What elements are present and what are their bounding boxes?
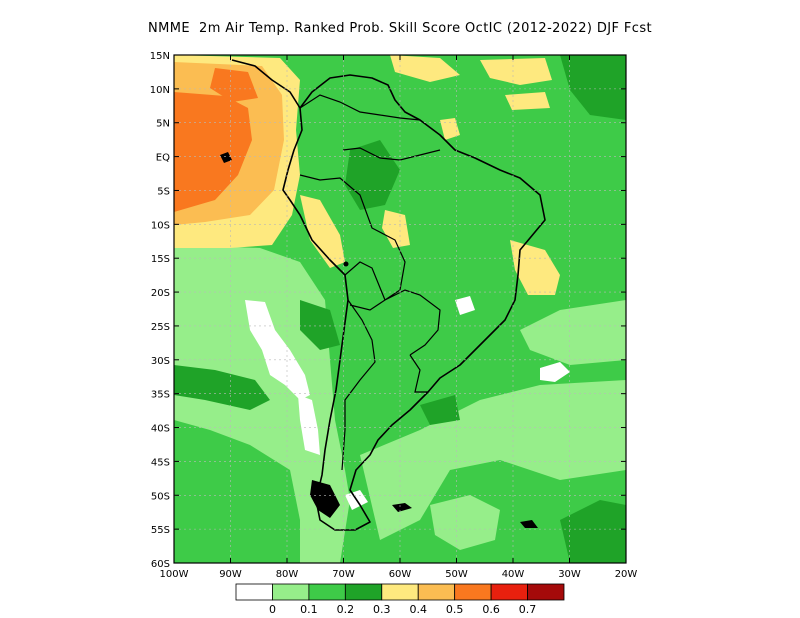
colorbar-swatch: [417, 583, 456, 601]
dark-green-region-3: [345, 140, 400, 210]
falkland-islands: [392, 503, 412, 512]
white-region-chile-south: [298, 395, 320, 455]
lat-tick-label: 55S: [151, 525, 170, 536]
colorbar-label: 0.4: [409, 603, 427, 616]
lon-tick-label: 80W: [276, 569, 299, 580]
colorbar-swatch: [490, 583, 528, 601]
lat-tick-label: 15S: [151, 254, 170, 265]
colorbar-swatch: [308, 583, 346, 601]
colorbar-swatch: [527, 583, 565, 601]
lat-tick-label: 15N: [150, 51, 170, 62]
tierra-del-fuego: [310, 480, 340, 518]
shaded-field: [174, 55, 626, 563]
dark-green-region-1: [174, 365, 270, 410]
colorbar-label: 0.5: [446, 603, 464, 616]
dark-green-region-6: [300, 300, 340, 350]
yellow-region-peru: [300, 195, 345, 268]
yellow-region-north: [390, 55, 460, 82]
country-borders: [299, 94, 441, 471]
south-georgia: [520, 520, 538, 528]
longitude-axis: 100W 90W 80W 70W 60W 50W 40W 30W 20W: [160, 55, 638, 580]
galapagos-islands: [220, 152, 232, 163]
colorbar-label: 0.6: [482, 603, 500, 616]
lat-tick-label: 35S: [151, 390, 170, 401]
colorbar: 0 0.1 0.2 0.3 0.4 0.5 0.6 0.7: [235, 583, 565, 616]
dark-green-region-4: [420, 395, 460, 425]
gridlines: [174, 55, 626, 563]
colorbar-label: 0.3: [373, 603, 391, 616]
lat-tick-label: 60S: [151, 559, 170, 570]
light-green-region-sw2: [174, 420, 300, 563]
colorbar-swatch: [272, 583, 310, 601]
white-region-atlantic: [540, 362, 570, 382]
colorbar-swatch: [344, 583, 383, 601]
lat-tick-label: 20S: [151, 288, 170, 299]
dark-orange-region-2: [210, 68, 258, 102]
light-green-region-e: [520, 300, 626, 365]
latitude-axis: 15N 10N 5N EQ 5S 10S 15S 20S 25S 30S 35S 40S 45S 50S 5…: [150, 51, 626, 570]
lat-tick-label: 30S: [151, 356, 170, 367]
lat-tick-label: 10N: [150, 85, 170, 96]
lon-tick-label: 100W: [160, 569, 189, 580]
lat-tick-label: 50S: [151, 491, 170, 502]
dark-orange-region-pacific: [174, 92, 252, 212]
yellow-region-ne-brazil: [510, 240, 560, 295]
colorbar-label: 0.2: [337, 603, 355, 616]
lon-tick-label: 60W: [389, 569, 412, 580]
colorbar-label: 0.7: [519, 603, 537, 616]
white-region-pacific: [245, 300, 310, 400]
dark-green-region-5: [560, 500, 626, 563]
south-america-outline: [231, 59, 546, 531]
white-region-brazil: [455, 296, 475, 315]
lake-titicaca: [343, 261, 349, 267]
lat-tick-label: 45S: [151, 457, 170, 468]
lon-tick-label: 70W: [332, 569, 355, 580]
yellow-region-guianas: [440, 118, 460, 140]
colorbar-label: 0.1: [300, 603, 318, 616]
colorbar-label: 0: [269, 603, 276, 616]
lat-tick-label: 5S: [157, 186, 170, 197]
lon-tick-label: 20W: [615, 569, 638, 580]
dark-green-region-2: [560, 55, 626, 120]
yellow-region-central: [382, 210, 410, 248]
colorbar-swatch: [381, 583, 419, 601]
yellow-region-caribbean: [480, 58, 552, 85]
lat-tick-label: 5N: [156, 119, 170, 130]
yellow-region-venezuela: [505, 92, 550, 110]
lon-tick-label: 50W: [445, 569, 468, 580]
lat-tick-label: 40S: [151, 424, 170, 435]
lat-tick-label: EQ: [156, 153, 170, 164]
map-title: NMME 2m Air Temp. Ranked Prob. Skill Sco…: [147, 21, 653, 36]
lon-tick-label: 90W: [219, 569, 242, 580]
colorbar-swatch: [454, 583, 492, 601]
lon-tick-label: 30W: [558, 569, 581, 580]
lon-tick-label: 40W: [502, 569, 525, 580]
lat-tick-label: 25S: [151, 322, 170, 333]
colorbar-swatch: [235, 583, 273, 601]
light-green-south-patch: [430, 495, 500, 550]
light-green-region-south-atlantic: [360, 380, 626, 540]
lat-tick-label: 10S: [151, 220, 170, 231]
